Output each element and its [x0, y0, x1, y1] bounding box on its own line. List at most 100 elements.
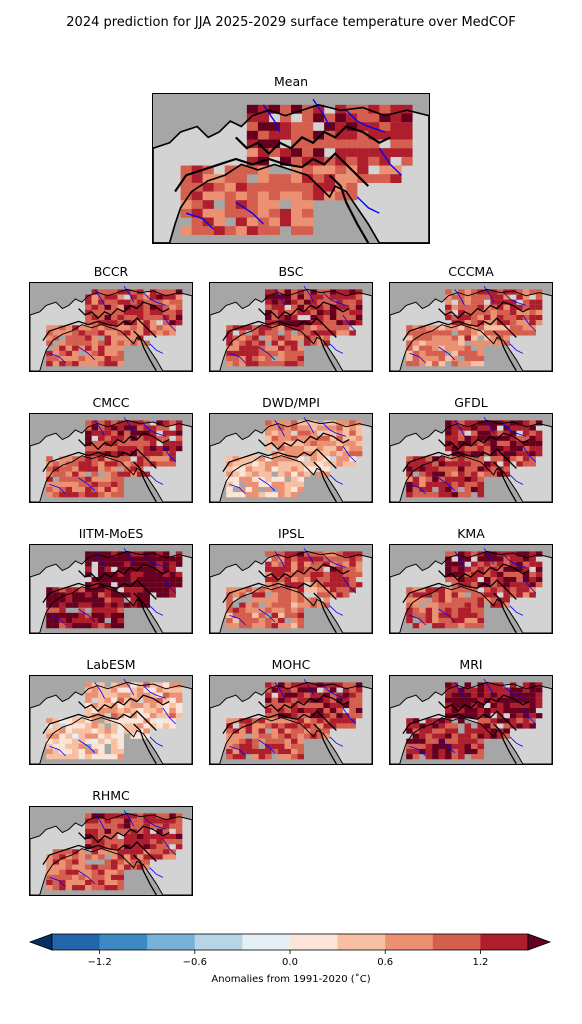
anomaly-cell	[464, 566, 472, 572]
anomaly-cell	[303, 325, 311, 331]
anomaly-cell	[291, 597, 298, 603]
anomaly-cell	[342, 582, 350, 588]
anomaly-cell	[130, 708, 138, 714]
anomaly-cell	[438, 623, 446, 629]
anomaly-cell	[349, 430, 356, 436]
anomaly-cell	[156, 723, 163, 729]
anomaly-cell	[425, 466, 433, 472]
anomaly-cell	[117, 718, 125, 724]
anomaly-cell	[355, 294, 363, 300]
anomaly-cell	[175, 420, 183, 426]
anomaly-cell	[65, 612, 73, 619]
anomaly-cell	[78, 330, 86, 336]
anomaly-cell	[522, 551, 530, 557]
anomaly-cell	[529, 687, 536, 693]
anomaly-cell	[175, 299, 183, 305]
anomaly-cell	[336, 587, 343, 593]
anomaly-cell	[336, 456, 343, 462]
anomaly-cell	[349, 713, 356, 719]
anomaly-cell	[143, 299, 150, 305]
anomaly-cell	[445, 476, 452, 482]
anomaly-cell	[464, 315, 472, 321]
anomaly-cell	[271, 723, 279, 729]
anomaly-cell	[278, 697, 285, 703]
anomaly-cell	[503, 733, 510, 739]
anomaly-cell	[52, 879, 60, 886]
anomaly-cell	[458, 456, 465, 462]
anomaly-cell	[59, 456, 66, 462]
anomaly-cell	[162, 551, 170, 557]
anomaly-cell	[329, 451, 337, 457]
anomaly-cell	[464, 440, 472, 447]
coastline	[402, 694, 530, 764]
anomaly-cell	[232, 617, 240, 624]
anomaly-cell	[85, 818, 92, 824]
anomaly-cell	[313, 104, 325, 114]
anomaly-cell	[136, 692, 144, 698]
anomaly-cell	[271, 623, 279, 629]
anomaly-cell	[136, 430, 144, 436]
anomaly-cell	[85, 879, 92, 886]
anomaly-cell	[130, 702, 138, 709]
anomaly-cell	[265, 582, 272, 588]
anomaly-cell	[98, 325, 105, 331]
anomaly-cell	[130, 425, 138, 431]
anomaly-cell	[477, 456, 485, 462]
anomaly-cell	[202, 200, 214, 210]
anomaly-cell	[451, 446, 459, 452]
anomaly-cell	[516, 320, 523, 326]
anomaly-cell	[104, 587, 112, 593]
anomaly-cell	[464, 355, 472, 362]
anomaly-cell	[143, 566, 150, 572]
anomaly-cell	[516, 330, 523, 336]
anomaly-cell	[271, 461, 279, 467]
anomaly-cell	[503, 561, 510, 567]
anomaly-cell	[52, 486, 60, 493]
anomaly-cell	[329, 587, 337, 593]
anomaly-cell	[522, 446, 530, 452]
anomaly-cell	[117, 335, 125, 341]
anomaly-cell	[445, 713, 452, 719]
anomaly-cell	[522, 304, 530, 310]
anomaly-cell	[278, 476, 285, 482]
anomaly-cell	[278, 335, 285, 341]
anomaly-cell	[46, 869, 53, 875]
anomaly-cell	[302, 130, 314, 140]
coastline	[174, 125, 391, 243]
anomaly-cell	[503, 440, 510, 447]
anomaly-cell	[169, 461, 176, 467]
anomaly-cell	[104, 461, 112, 467]
anomaly-cell	[438, 330, 446, 336]
anomaly-cell	[458, 692, 465, 698]
anomaly-cell	[291, 451, 298, 457]
anomaly-cell	[503, 556, 510, 562]
anomaly-cell	[265, 571, 272, 578]
anomaly-cell	[464, 743, 472, 750]
anomaly-cell	[98, 869, 105, 875]
anomaly-cell	[111, 828, 118, 834]
anomaly-cell	[464, 299, 472, 305]
anomaly-cell	[72, 355, 79, 362]
anomaly-cell	[202, 165, 214, 175]
anomaly-cell	[224, 200, 236, 210]
anomaly-cell	[516, 446, 523, 452]
anomaly-cell	[509, 299, 517, 305]
anomaly-cell	[329, 315, 337, 321]
anomaly-cell	[271, 492, 279, 498]
anomaly-cell	[72, 335, 79, 341]
anomaly-cell	[496, 713, 504, 719]
anomaly-cell	[258, 587, 266, 593]
anomaly-cell	[349, 561, 356, 567]
anomaly-cell	[324, 139, 336, 149]
anomaly-cell	[180, 200, 192, 210]
anomaly-cell	[123, 566, 131, 572]
anomaly-cell	[257, 174, 270, 183]
anomaly-cell	[91, 294, 99, 300]
anomaly-cell	[291, 697, 298, 703]
anomaly-cell	[529, 708, 536, 714]
anomaly-cell	[522, 692, 530, 698]
anomaly-cell	[458, 325, 465, 331]
anomaly-cell	[357, 148, 369, 157]
anomaly-cell	[85, 713, 92, 719]
anomaly-cell	[355, 708, 363, 714]
